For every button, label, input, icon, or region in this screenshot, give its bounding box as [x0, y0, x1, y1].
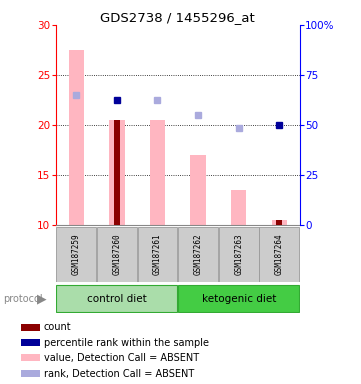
Text: GSM187260: GSM187260 — [112, 233, 121, 275]
Bar — [21, 354, 40, 361]
Text: rank, Detection Call = ABSENT: rank, Detection Call = ABSENT — [44, 369, 194, 379]
Text: count: count — [44, 322, 71, 332]
Text: GSM187262: GSM187262 — [193, 233, 203, 275]
Bar — [190, 155, 206, 225]
FancyBboxPatch shape — [138, 227, 177, 282]
Bar — [277, 220, 282, 225]
Bar — [109, 120, 125, 225]
Text: GSM187259: GSM187259 — [72, 233, 81, 275]
FancyBboxPatch shape — [97, 227, 137, 282]
Bar — [21, 370, 40, 377]
Text: GSM187263: GSM187263 — [234, 233, 243, 275]
Text: percentile rank within the sample: percentile rank within the sample — [44, 338, 209, 348]
Text: value, Detection Call = ABSENT: value, Detection Call = ABSENT — [44, 353, 199, 363]
FancyBboxPatch shape — [56, 285, 177, 312]
Bar — [271, 220, 287, 225]
Bar — [114, 120, 120, 225]
FancyBboxPatch shape — [219, 227, 258, 282]
Bar — [21, 324, 40, 331]
Bar — [69, 50, 84, 225]
Bar — [21, 339, 40, 346]
Bar — [231, 190, 247, 225]
Text: ketogenic diet: ketogenic diet — [201, 293, 276, 304]
Text: protocol: protocol — [4, 293, 43, 304]
FancyBboxPatch shape — [56, 227, 96, 282]
Text: control diet: control diet — [87, 293, 147, 304]
FancyBboxPatch shape — [260, 227, 299, 282]
Text: GSM187261: GSM187261 — [153, 233, 162, 275]
FancyBboxPatch shape — [178, 227, 218, 282]
FancyBboxPatch shape — [178, 285, 299, 312]
Title: GDS2738 / 1455296_at: GDS2738 / 1455296_at — [100, 11, 255, 24]
Text: GSM187264: GSM187264 — [275, 233, 284, 275]
Bar — [150, 120, 165, 225]
Text: ▶: ▶ — [37, 292, 46, 305]
